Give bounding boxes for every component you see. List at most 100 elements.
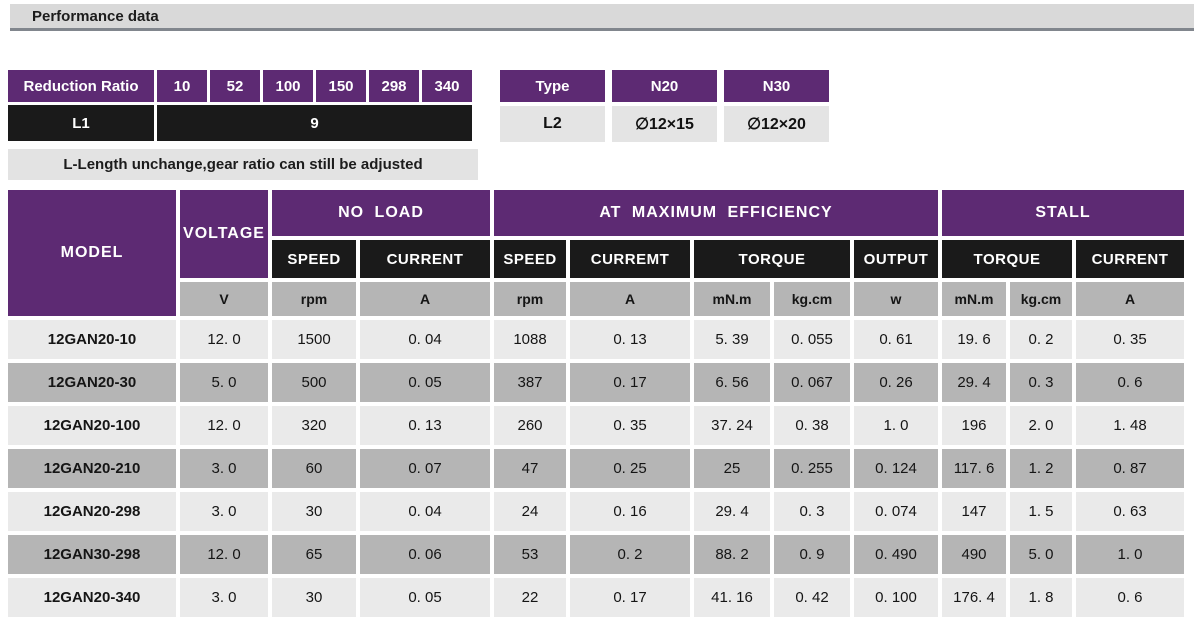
cell-value: 2. 0 (1010, 406, 1072, 445)
sub-header-row: SPEED CURRENT SPEED CURREMT TORQUE OUTPU… (8, 240, 1184, 278)
unit-label: w (854, 282, 938, 316)
cell-value: 88. 2 (694, 535, 770, 574)
cell-value: 0. 26 (854, 363, 938, 402)
cell-value: 3. 0 (180, 449, 268, 488)
torque-header: TORQUE (694, 240, 850, 278)
table-row: 12GAN20-340 3. 0 30 0. 05 22 0. 17 41. 16 0. 42… (8, 578, 1184, 617)
cell-value: 0. 3 (1010, 363, 1072, 402)
cell-value: 0. 490 (854, 535, 938, 574)
table-row: 12GAN20-210 3. 0 60 0. 07 47 0. 25 25 0. 255 0. … (8, 449, 1184, 488)
unit-label: V (180, 282, 268, 316)
cell-value: 490 (942, 535, 1006, 574)
unit-label: rpm (494, 282, 566, 316)
cell-value: 19. 6 (942, 320, 1006, 359)
adjustment-note: L-Length unchange,gear ratio can still b… (8, 149, 478, 180)
unit-label: A (570, 282, 690, 316)
cell-value: 12. 0 (180, 406, 268, 445)
cell-value: 25 (694, 449, 770, 488)
unit-label: kg.cm (1010, 282, 1072, 316)
cell-value: 0. 61 (854, 320, 938, 359)
cell-value: 1. 8 (1010, 578, 1072, 617)
cell-value: 12. 0 (180, 535, 268, 574)
cell-value: 0. 35 (570, 406, 690, 445)
cell-value: 0. 124 (854, 449, 938, 488)
cell-value: 176. 4 (942, 578, 1006, 617)
current-header: CURRENT (360, 240, 490, 278)
table-row: 12GAN20-10 12. 0 1500 0. 04 1088 0. 13 5. 39 0.… (8, 320, 1184, 359)
cell-model: 12GAN30-298 (8, 535, 176, 574)
cell-value: 60 (272, 449, 356, 488)
cell-model: 12GAN20-100 (8, 406, 176, 445)
cell-value: 3. 0 (180, 492, 268, 531)
cell-value: 5. 39 (694, 320, 770, 359)
cell-value: 0. 17 (570, 363, 690, 402)
unit-label: mN.m (942, 282, 1006, 316)
cell-value: 0. 2 (1010, 320, 1072, 359)
cell-model: 12GAN20-210 (8, 449, 176, 488)
output-header: OUTPUT (854, 240, 938, 278)
cell-model: 12GAN20-30 (8, 363, 176, 402)
cell-value: 0. 05 (360, 363, 490, 402)
cell-value: 117. 6 (942, 449, 1006, 488)
reduction-ratio-header-row: Reduction Ratio 10 52 100 150 298 340 (8, 70, 472, 102)
cell-value: 6. 56 (694, 363, 770, 402)
cell-value: 0. 17 (570, 578, 690, 617)
l1-value: 9 (157, 105, 472, 141)
cell-value: 30 (272, 578, 356, 617)
ratio-value: 100 (263, 70, 313, 102)
unit-label: mN.m (694, 282, 770, 316)
cell-value: 0. 100 (854, 578, 938, 617)
table-row: 12GAN20-100 12. 0 320 0. 13 260 0. 35 37. 24 0.… (8, 406, 1184, 445)
unit-label: A (1076, 282, 1184, 316)
torque-header: TORQUE (942, 240, 1072, 278)
type-header: Type (500, 70, 605, 102)
no-load-header: NO LOAD (272, 190, 490, 236)
cell-value: 0. 35 (1076, 320, 1184, 359)
cell-model: 12GAN20-298 (8, 492, 176, 531)
cell-value: 0. 3 (774, 492, 850, 531)
section-title: Performance data (32, 7, 159, 25)
model-header: MODEL (8, 190, 176, 316)
reduction-ratio-label: Reduction Ratio (8, 70, 154, 102)
n20-header: N20 (612, 70, 717, 102)
ratio-value: 298 (369, 70, 419, 102)
n30-header: N30 (724, 70, 829, 102)
cell-value: 1088 (494, 320, 566, 359)
speed-header: SPEED (272, 240, 356, 278)
l2-n30-value: ∅12×20 (724, 106, 829, 142)
cell-value: 47 (494, 449, 566, 488)
ratio-value: 340 (422, 70, 472, 102)
l1-label: L1 (8, 105, 154, 141)
cell-value: 0. 87 (1076, 449, 1184, 488)
cell-value: 0. 05 (360, 578, 490, 617)
cell-value: 0. 255 (774, 449, 850, 488)
cell-value: 12. 0 (180, 320, 268, 359)
reduction-ratio-table: Reduction Ratio 10 52 100 150 298 340 L1… (8, 70, 472, 141)
unit-label: kg.cm (774, 282, 850, 316)
cell-value: 37. 24 (694, 406, 770, 445)
cell-value: 147 (942, 492, 1006, 531)
cell-value: 0. 38 (774, 406, 850, 445)
cell-value: 41. 16 (694, 578, 770, 617)
current-header: CURREMT (570, 240, 690, 278)
cell-value: 0. 04 (360, 492, 490, 531)
cell-value: 24 (494, 492, 566, 531)
cell-value: 0. 16 (570, 492, 690, 531)
cell-value: 196 (942, 406, 1006, 445)
cell-value: 500 (272, 363, 356, 402)
unit-label: A (360, 282, 490, 316)
cell-value: 1. 0 (854, 406, 938, 445)
max-efficiency-header: AT MAXIMUM EFFICIENCY (494, 190, 938, 236)
cell-value: 0. 6 (1076, 363, 1184, 402)
table-row: 12GAN20-30 5. 0 500 0. 05 387 0. 17 6. 56 0. 06… (8, 363, 1184, 402)
cell-value: 1. 2 (1010, 449, 1072, 488)
cell-value: 1. 5 (1010, 492, 1072, 531)
current-header: CURRENT (1076, 240, 1184, 278)
cell-value: 22 (494, 578, 566, 617)
ratio-value: 10 (157, 70, 207, 102)
cell-value: 0. 42 (774, 578, 850, 617)
cell-value: 0. 63 (1076, 492, 1184, 531)
cell-value: 0. 9 (774, 535, 850, 574)
cell-value: 1500 (272, 320, 356, 359)
type-value-row: L2 ∅12×15 ∅12×20 (500, 106, 829, 142)
